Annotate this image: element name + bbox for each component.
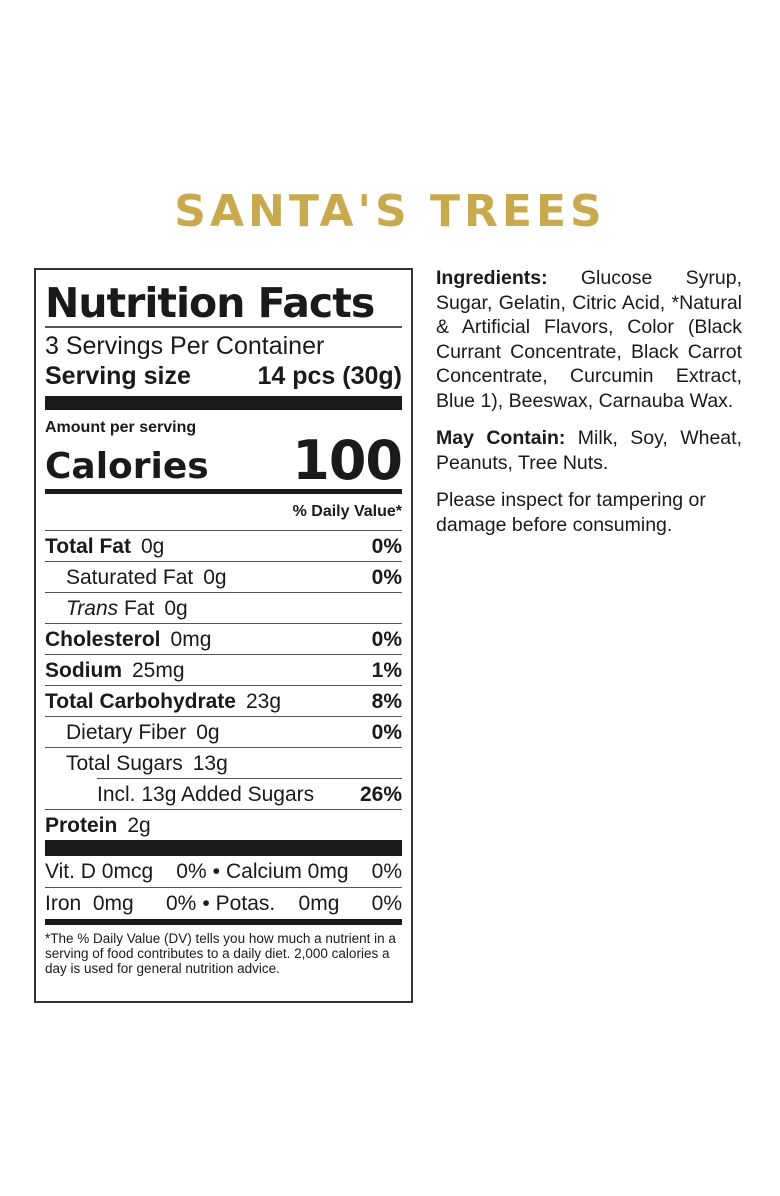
thick-divider <box>45 396 402 410</box>
mineral-left-dv: 0% <box>176 860 207 883</box>
serving-size: Serving size 14 pcs (30g) <box>45 360 402 396</box>
nutrient-row-saturated-fat: Saturated Fat 0g 0% <box>45 561 402 592</box>
nutrient-row-total-carbohydrate: Total Carbohydrate 23g 8% <box>45 685 402 716</box>
nutrient-amount: 0g <box>203 566 227 589</box>
nutrient-name: Incl. 13g Added Sugars <box>97 783 315 806</box>
mineral-row: Vit. D 0mcg 0% • Calcium 0mg 0% <box>45 856 402 887</box>
nutrient-name: Saturated Fat <box>66 566 194 589</box>
product-title: SANTA'S TREES <box>174 186 606 237</box>
nutrient-dv: 0% <box>371 721 402 744</box>
nutrient-dv: 0% <box>371 535 402 558</box>
serving-size-value: 14 pcs (30g) <box>257 362 402 390</box>
mineral-right-dv: 0% <box>371 892 402 915</box>
mineral-left-dv: 0% <box>165 892 197 915</box>
thick-divider <box>45 840 402 856</box>
product-info: Ingredients: Glucose Syrup, Sugar, Gelat… <box>436 266 742 550</box>
medium-divider <box>45 919 402 925</box>
nutrient-row-dietary-fiber: Dietary Fiber 0g 0% <box>45 716 402 747</box>
nutrient-row-added-sugars: Incl. 13g Added Sugars 26% <box>97 778 402 809</box>
nutrient-name: Sodium <box>45 659 122 682</box>
nutrient-dv: 1% <box>371 659 402 682</box>
calories-row: Calories 100 <box>45 433 403 489</box>
nutrient-dv: 0% <box>371 628 402 651</box>
divider <box>45 326 402 328</box>
nutrient-amount: 23g <box>245 690 282 713</box>
nutrient-name: Total Sugars <box>66 752 183 775</box>
mineral-right: Calcium 0mg <box>225 860 349 883</box>
nutrient-name: Total Fat <box>45 535 131 558</box>
nutrient-amount: 0g <box>164 597 188 620</box>
nutrient-row-protein: Protein 2g <box>45 809 402 840</box>
nutrient-row-sodium: Sodium 25mg 1% <box>45 654 402 685</box>
nutrient-name-suffix: Fat <box>118 597 155 620</box>
divider <box>45 887 402 888</box>
nutrient-amount: 2g <box>127 814 151 837</box>
notice: Please inspect for tampering or damage b… <box>436 489 706 536</box>
nutrient-amount: 0g <box>140 535 165 558</box>
nutrient-row-cholesterol: Cholesterol 0mg 0% <box>45 623 402 654</box>
footnote: *The % Daily Value (DV) tells you how mu… <box>45 931 396 976</box>
serving-size-label: Serving size <box>45 362 191 390</box>
ingredients-text: Glucose Syrup, Sugar, Gelatin, Citric Ac… <box>436 267 742 412</box>
calories-label: Calories <box>45 446 209 487</box>
bullet: • <box>212 860 220 883</box>
nutrient-amount: 0mg <box>170 628 212 651</box>
mineral-row: Iron 0mg 0% • Potas. 0mg 0% <box>45 888 402 919</box>
mineral-left: Vit. D 0mcg <box>45 860 154 883</box>
mineral-right: Potas. 0mg <box>215 892 340 915</box>
nutrient-name: Protein <box>45 814 118 837</box>
nutrient-name: Total Carbohydrate <box>45 690 236 713</box>
nutrient-row-total-sugars: Total Sugars 13g <box>45 747 402 778</box>
calories-value: 100 <box>292 429 403 492</box>
nutrient-amount: 13g <box>192 752 228 775</box>
may-contain: May Contain: Milk, Soy, Wheat, Peanuts, … <box>436 426 742 475</box>
may-contain-text: Milk, Soy, Wheat, Peanuts, Tree Nuts. <box>436 427 742 474</box>
may-contain-label: May Contain: <box>436 427 566 449</box>
ingredients: Ingredients: Glucose Syrup, Sugar, Gelat… <box>436 266 742 413</box>
medium-divider <box>45 489 402 494</box>
nutrient-amount: 25mg <box>132 659 185 682</box>
nutrient-dv: 0% <box>371 566 402 589</box>
nutrient-amount: 0g <box>196 721 220 744</box>
nutrient-dv: 26% <box>359 783 402 806</box>
nutrient-name: Cholesterol <box>45 628 161 651</box>
nutrition-facts-label: Nutrition Facts 3 Servings Per Container… <box>34 268 413 1003</box>
nutrient-row-total-fat: Total Fat 0g 0% <box>45 530 402 561</box>
daily-value-header: % Daily Value* <box>292 503 402 520</box>
nutrient-name: Trans <box>66 597 119 620</box>
amount-per-serving: Amount per serving <box>45 419 197 436</box>
nutrient-name: Dietary Fiber <box>66 721 187 744</box>
bullet: • <box>202 892 210 915</box>
nutrition-facts-heading: Nutrition Facts <box>45 279 375 327</box>
ingredients-label: Ingredients: <box>436 267 548 289</box>
nutrient-dv: 8% <box>371 690 402 713</box>
mineral-right-dv: 0% <box>371 860 402 883</box>
servings-per-container: 3 Servings Per Container <box>45 332 325 360</box>
mineral-left: Iron 0mg <box>45 892 134 915</box>
nutrient-row-trans-fat: Trans Fat 0g <box>45 592 402 623</box>
